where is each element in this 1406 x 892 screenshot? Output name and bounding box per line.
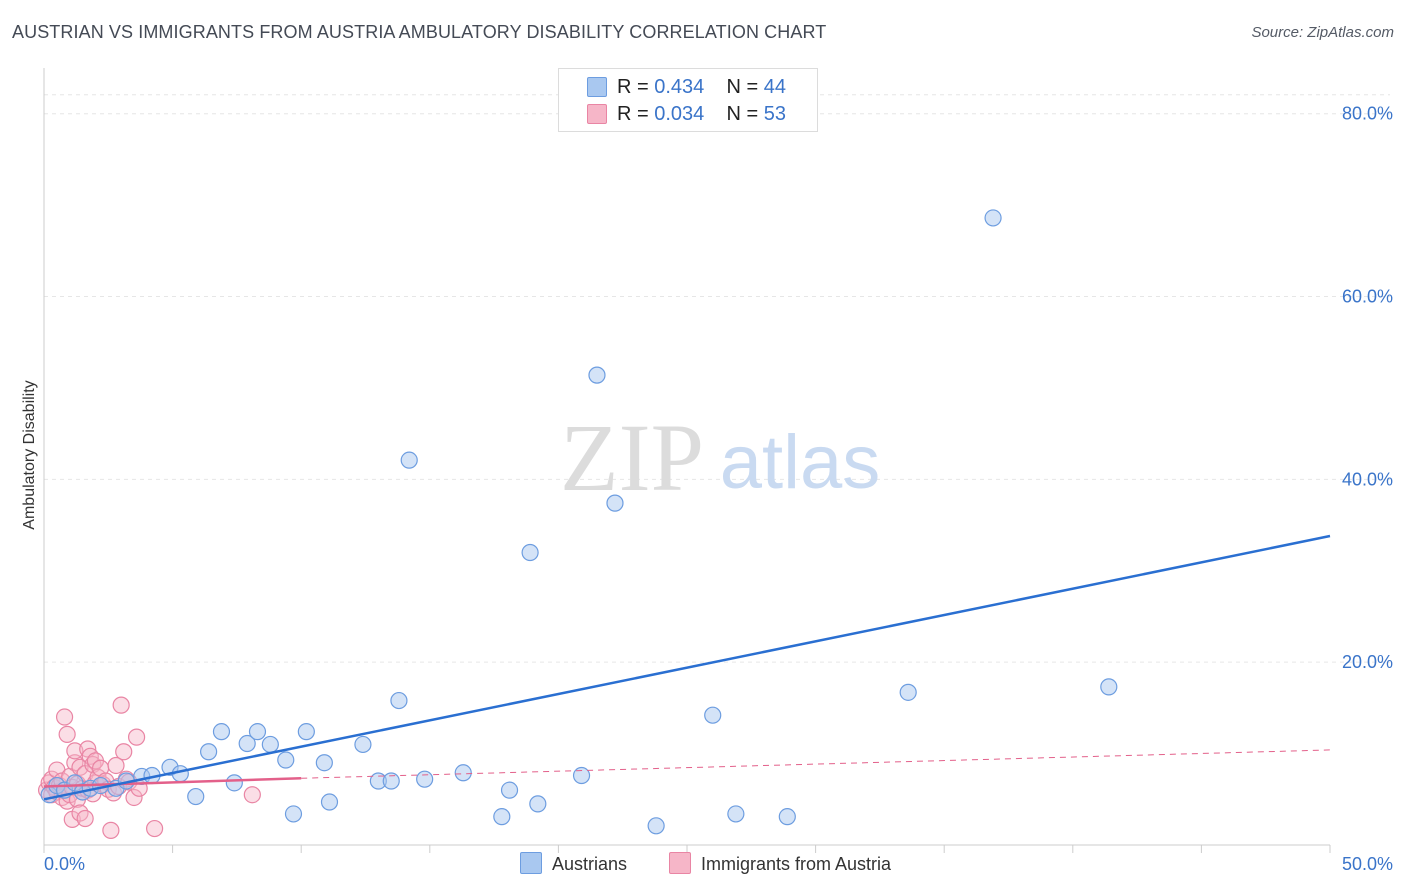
- austrians-point: [1100, 678, 1118, 696]
- austrians-point: [284, 805, 303, 823]
- austrians-legend-swatch: [520, 852, 542, 874]
- immigrants-point: [115, 743, 133, 761]
- austrians-point: [248, 723, 267, 741]
- immigrants-point: [127, 728, 146, 746]
- watermark-atlas: atlas: [720, 420, 881, 505]
- tick-labels: 20.0% 40.0% 60.0% 80.0% 0.0% 50.0%: [44, 104, 1393, 874]
- immigrants-legend-swatch: [669, 852, 691, 874]
- austrians-point: [704, 706, 722, 724]
- watermark-zip: ZIP: [560, 404, 704, 511]
- austrians-point: [200, 743, 218, 761]
- n-value: 53: [763, 103, 787, 125]
- immigrants-swatch: [587, 104, 607, 124]
- legend-label: Austrians: [552, 854, 628, 874]
- austrians-point: [416, 770, 434, 788]
- grid-lines: [44, 94, 1390, 663]
- y-tick-label: 80.0%: [1342, 104, 1393, 124]
- immigrants-point: [58, 725, 76, 743]
- immigrants-point: [102, 821, 120, 839]
- austrians-point: [354, 735, 372, 754]
- legend-item-immigrants[interactable]: Immigrants from Austria: [669, 852, 891, 875]
- immigrants-point: [112, 696, 130, 714]
- immigrants-point: [125, 788, 143, 807]
- austrians-swatch: [587, 77, 607, 97]
- austrians-point: [493, 808, 511, 826]
- austrians-point: [454, 764, 472, 782]
- immigrants-point: [76, 809, 94, 828]
- correlation-legend: R = 0.434 N = 44 R = 0.034 N = 53: [558, 68, 818, 132]
- r-value: 0.434: [654, 76, 705, 98]
- austrians-point: [225, 774, 243, 792]
- austrians-point: [238, 734, 256, 753]
- chart-title: AUSTRIAN VS IMMIGRANTS FROM AUSTRIA AMBU…: [12, 22, 827, 42]
- immigrants-point: [55, 708, 74, 726]
- austrians-point: [261, 735, 279, 754]
- austrians-point: [382, 772, 400, 790]
- austrians-point: [212, 723, 231, 741]
- immigrants-point: [107, 756, 125, 775]
- austrians-point: [529, 795, 547, 813]
- austrians-point: [390, 691, 408, 710]
- immigrants-point: [145, 819, 164, 838]
- austrians-point: [899, 683, 917, 701]
- immigrants-point: [66, 754, 84, 772]
- austrians-point: [187, 787, 205, 806]
- austrians-trend: [43, 534, 1331, 801]
- austrians-point: [588, 366, 606, 384]
- immigrants-trend-extended: [301, 749, 1331, 779]
- n-label: N =: [726, 76, 759, 98]
- immigrants-point: [66, 742, 84, 760]
- x-tick-label: 0.0%: [44, 854, 85, 874]
- r-label: R =: [617, 76, 649, 98]
- immigrants-point: [243, 786, 261, 804]
- y-tick-label: 20.0%: [1342, 652, 1393, 672]
- legend-label: Immigrants from Austria: [701, 854, 892, 874]
- source-label: Source: ZipAtlas.com: [1251, 24, 1394, 41]
- austrians-point: [400, 451, 418, 469]
- austrians-point: [778, 808, 796, 826]
- x-tick-label: 50.0%: [1342, 854, 1393, 874]
- axes: [43, 68, 1331, 853]
- n-value: 44: [763, 76, 787, 98]
- legend-item-austrians[interactable]: Austrians: [520, 852, 627, 875]
- y-tick-label: 60.0%: [1342, 287, 1393, 307]
- austrians-point: [320, 793, 339, 811]
- y-tick-label: 40.0%: [1342, 469, 1393, 489]
- n-label: N =: [726, 103, 759, 125]
- r-value: 0.034: [654, 103, 705, 125]
- austrians-point: [572, 766, 591, 785]
- trend-lines: [43, 534, 1331, 801]
- austrians-point: [727, 805, 745, 823]
- austrians-point: [297, 723, 315, 741]
- austrians-point: [500, 781, 519, 799]
- austrians-point: [277, 751, 295, 769]
- austrians-point: [647, 817, 665, 835]
- immigrants-trend: [43, 777, 302, 788]
- austrians-point: [315, 754, 333, 772]
- austrians-point: [984, 209, 1002, 227]
- austrians-points: [40, 209, 1118, 835]
- austrians-point: [606, 494, 624, 512]
- r-label: R =: [617, 103, 649, 125]
- austrians-point: [521, 543, 539, 562]
